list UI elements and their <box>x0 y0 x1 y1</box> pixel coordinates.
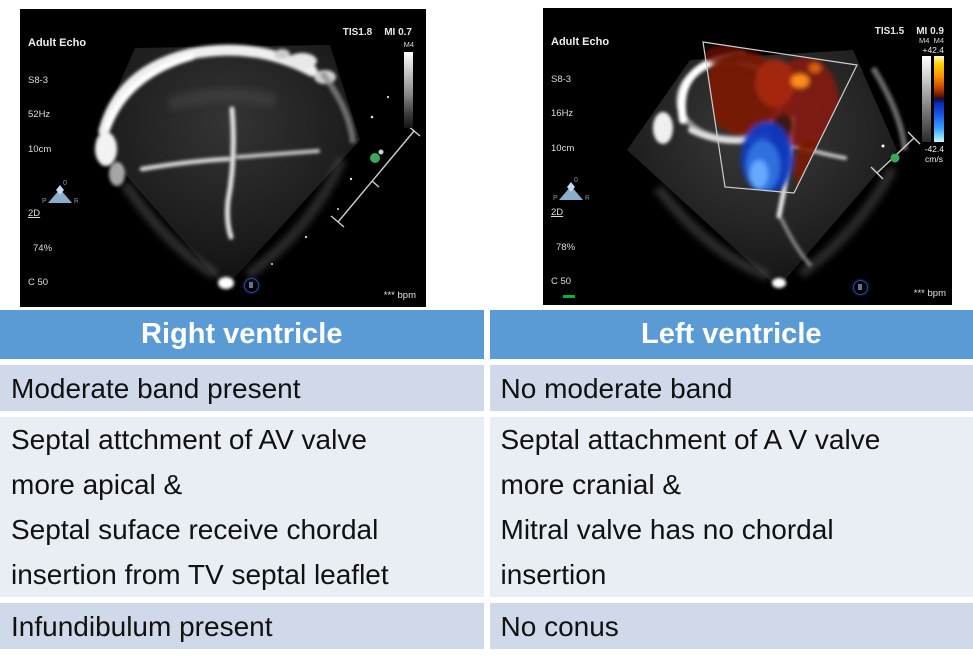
mode-2d-label: 2D <box>28 208 41 219</box>
scale-bars <box>922 56 944 142</box>
ruler-dot <box>881 144 885 148</box>
column-header-left-ventricle: Left ventricle <box>489 310 973 359</box>
velocity-scale-max: +42.4 <box>922 45 944 55</box>
cell-rv-septal-attachment: Septal attchment of AV valve more apical… <box>0 417 484 597</box>
tis-value: TIS1.8 <box>342 27 373 38</box>
color-doppler-bar <box>934 56 944 142</box>
sector-shading <box>120 88 347 280</box>
gain-2d-value: 74% <box>33 242 53 254</box>
scan-sector <box>95 45 360 288</box>
acquisition-info: Adult Echo S8-3 52Hz 10cm 2D 74% C 50 P … <box>28 15 86 307</box>
gray-map-label: M4 <box>403 40 414 49</box>
compress-value: C 50 <box>28 277 49 288</box>
mode-2d-label: 2D <box>551 207 564 218</box>
marker-top-label: 0 <box>574 177 578 184</box>
marker-top-label: 0 <box>63 180 67 187</box>
heart-structures <box>95 44 356 289</box>
echo-image-2d: Adult Echo S8-3 52Hz 10cm 2D 74% C 50 P … <box>20 9 426 307</box>
marker-left-label: P <box>553 195 558 202</box>
marker-right-label: R <box>585 195 589 202</box>
orientation-marker-icon: 0 P R <box>553 177 589 202</box>
velocity-scale-min: -42.4 <box>924 144 944 154</box>
ultrasound-sector-2d <box>95 44 421 289</box>
marker-right-label: R <box>74 198 78 205</box>
echo-image-color-doppler: Adult Echo S8-3 16Hz 10cm 2D 78% C 50 P … <box>543 8 952 305</box>
framerate-label: 16Hz <box>551 108 574 119</box>
cell-lv-septal-attachment: Septal attachment of A V valve more cran… <box>489 417 973 597</box>
cell-rv-infundibulum: Infundibulum present <box>0 603 484 649</box>
focus-marker-icon <box>890 153 900 163</box>
philips-logo-icon <box>244 278 259 293</box>
compress-value: C 50 <box>551 276 572 287</box>
cell-lv-moderator-band: No moderate band <box>489 365 973 411</box>
speckle-dots <box>271 95 390 265</box>
philips-logo-icon <box>853 280 868 295</box>
thermal-index-readout: TIS1.5 MI 0.9 <box>846 15 944 48</box>
grayscale-bar <box>404 52 413 128</box>
ultrasound-sector-doppler <box>627 41 921 288</box>
heart-rate-readout: *** bpm <box>383 290 416 301</box>
depth-label: 10cm <box>551 142 575 154</box>
cell-lv-infundibulum: No conus <box>489 603 973 649</box>
exam-type-label: Adult Echo <box>551 36 610 48</box>
framerate-label: 52Hz <box>28 109 51 120</box>
map-labels: M4 M4 <box>918 36 944 45</box>
tis-value: TIS1.5 <box>874 26 905 37</box>
cell-rv-moderator-band: Moderate band present <box>0 365 484 411</box>
depth-label: 10cm <box>28 143 52 155</box>
thermal-index-readout: TIS1.8 MI 0.7 <box>314 16 412 49</box>
exam-type-label: Adult Echo <box>28 37 87 49</box>
orientation-marker-icon: 0 P R <box>42 180 78 205</box>
ruler-dot <box>378 149 384 155</box>
doppler-flow <box>703 45 839 193</box>
mi-value: MI 0.7 <box>384 27 412 38</box>
heart-rate-readout: *** bpm <box>913 288 946 299</box>
comparison-table: Right ventricle Left ventricle Moderate … <box>0 310 973 649</box>
marker-left-label: P <box>42 198 47 205</box>
ecg-baseline-dash <box>563 295 575 298</box>
focus-marker-icon <box>370 153 380 163</box>
grayscale-bar <box>922 56 931 142</box>
color-doppler-box <box>702 41 858 194</box>
probe-label: S8-3 <box>28 74 49 86</box>
sector-shading <box>654 165 898 281</box>
probe-label: S8-3 <box>551 73 572 85</box>
velocity-scale-unit: cm/s <box>925 154 943 164</box>
mi-value: MI 0.9 <box>916 26 944 37</box>
gain-2d-value: 78% <box>556 241 576 253</box>
column-header-right-ventricle: Right ventricle <box>0 310 484 359</box>
acquisition-info: Adult Echo S8-3 16Hz 10cm 2D 78% C 50 P … <box>551 14 609 305</box>
